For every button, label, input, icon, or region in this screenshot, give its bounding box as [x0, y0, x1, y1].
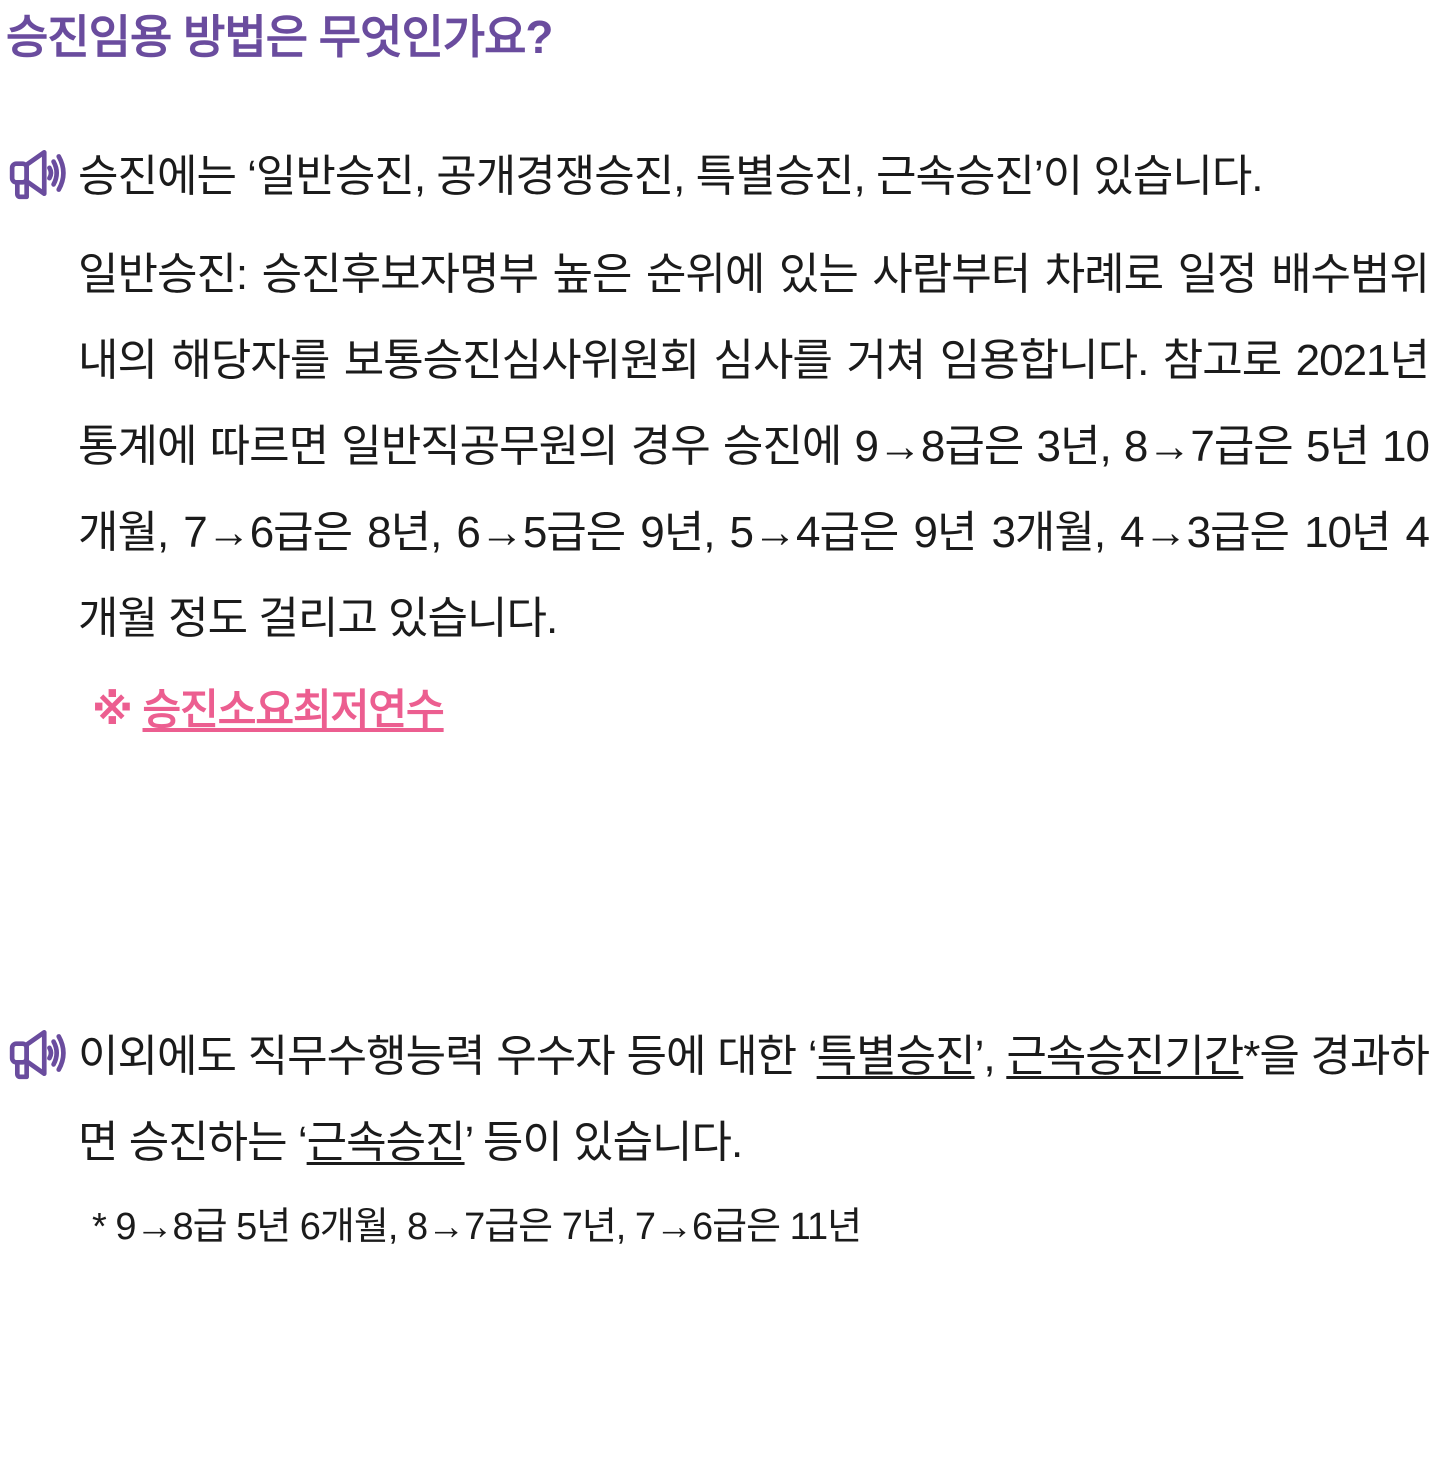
bullet-text-block: 이외에도 직무수행능력 우수자 등에 대한 ‘특별승진’, 근속승진기간*을 경… [78, 1014, 1431, 1252]
paragraph-promotion-kinds: 승진에는 ‘일반승진, 공개경쟁승진, 특별승진, 근속승진’이 있습니다. [78, 152, 1264, 201]
note-reference-mark: ※ [92, 686, 143, 733]
text-segment: ’ 등이 있습니다. [464, 1118, 744, 1167]
footnote-longevity-years: * 9→8급 5년 6개월, 8→7급은 7년, 7→6급은 11년 [92, 1206, 862, 1248]
megaphone-icon [8, 144, 66, 202]
page-title: 승진임용 방법은 무엇인가요? [6, 11, 554, 63]
paragraph-other-promotions: 이외에도 직무수행능력 우수자 등에 대한 ‘특별승진’, 근속승진기간*을 경… [78, 1014, 1431, 1186]
bullet-text-block: 승진에는 ‘일반승진, 공개경쟁승진, 특별승진, 근속승진’이 있습니다. 일… [78, 134, 1431, 736]
bullet-section-special-promotion: 이외에도 직무수행능력 우수자 등에 대한 ‘특별승진’, 근속승진기간*을 경… [6, 1014, 1431, 1252]
term-special-promotion: 특별승진 [816, 1032, 976, 1081]
megaphone-icon [8, 1024, 66, 1082]
bullet-section-promotion-types: 승진에는 ‘일반승진, 공개경쟁승진, 특별승진, 근속승진’이 있습니다. 일… [6, 134, 1431, 736]
paragraph-general-promotion: 일반승진: 승진후보자명부 높은 순위에 있는 사람부터 차례로 일정 배수범위… [78, 250, 1430, 643]
note-min-years: ※ 승진소요최저연수 [92, 684, 1431, 736]
text-segment: *을 경과하면 승진하는 ‘ [78, 1032, 1430, 1167]
text-segment: 이외에도 직무수행능력 우수자 등에 대한 ‘ [78, 1032, 818, 1081]
note-term: 승진소요최저연수 [142, 686, 445, 733]
term-longevity-period: 근속승진기간 [1006, 1032, 1244, 1081]
term-longevity-promotion: 근속승진 [306, 1118, 466, 1167]
text-segment: ’, [974, 1032, 1007, 1081]
